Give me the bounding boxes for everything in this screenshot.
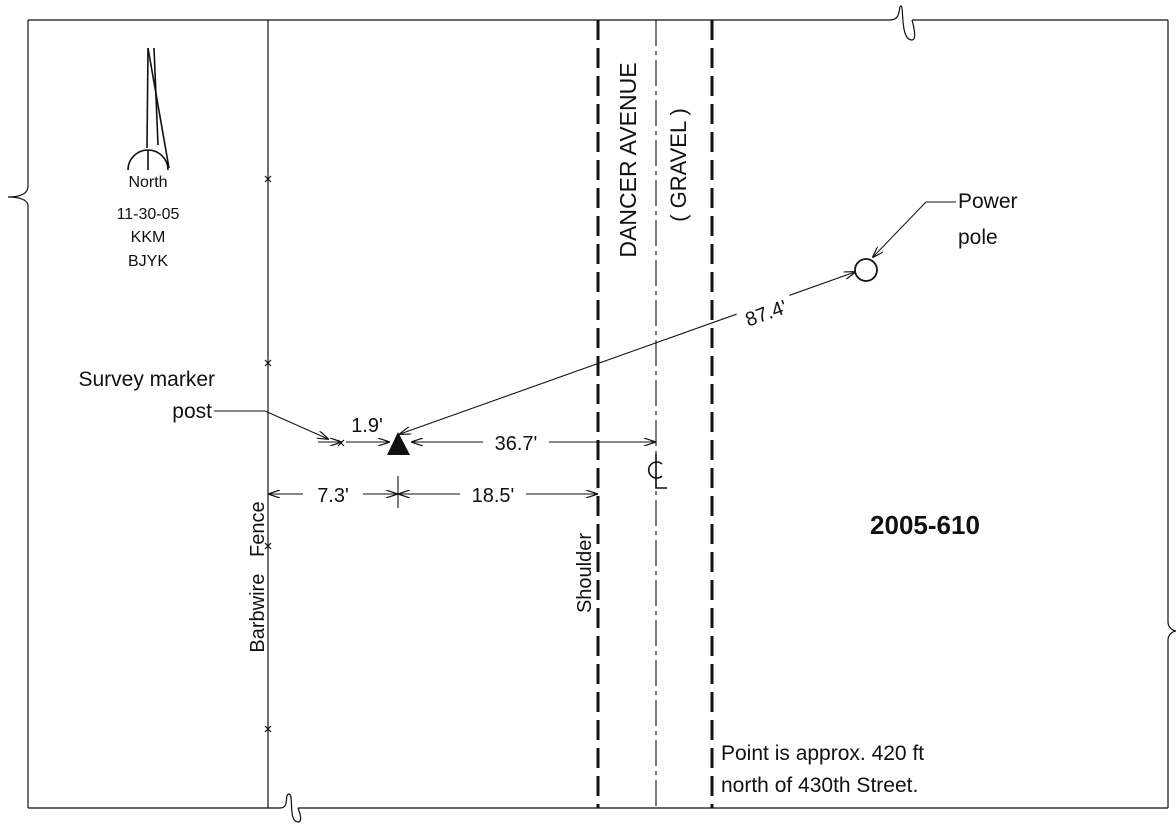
location-note: Point is approx. 420 ft north of 430th S… [721, 742, 924, 797]
power-pole-label-line1: Power [958, 190, 1018, 213]
survey-marker: Survey marker post [78, 368, 410, 455]
road: DANCER AVENUE ( GRAVEL ) Shoulder [574, 20, 714, 808]
survey-marker-icon [387, 432, 410, 455]
power-pole-label-line2: pole [958, 226, 998, 249]
north-label: North [128, 174, 167, 191]
dimension-36-7: 36.7' [495, 433, 538, 455]
sheet-border [27, 19, 1169, 809]
location-note-line2: north of 430th Street. [721, 774, 918, 797]
dimension-7-3: 7.3' [317, 485, 349, 507]
dimension-to-centerline: 36.7' [412, 430, 655, 455]
survey-marker-label-line1: Survey marker [78, 368, 215, 391]
centerline-symbol-icon [647, 454, 667, 489]
dimension-marker-offset: 1.9' [318, 415, 389, 442]
dimension-to-power-pole: 87.4' [400, 272, 855, 434]
marker-post-x-icon [337, 439, 345, 447]
north-arrow: North 11-30-05 KKM BJYK [117, 47, 180, 270]
shoulder-label: Shoulder [574, 533, 596, 613]
survey-marker-label-line2: post [172, 400, 212, 423]
dimension-1-9: 1.9' [351, 415, 383, 437]
power-pole-icon [854, 258, 878, 282]
north-arrow-icon [127, 47, 170, 171]
break-marks [7, 5, 1176, 823]
dimension-18-5: 18.5' [472, 485, 515, 507]
survey-date: 11-30-05 [117, 206, 180, 223]
location-note-line1: Point is approx. 420 ft [721, 742, 924, 765]
road-surface: ( GRAVEL ) [666, 108, 691, 222]
dimension-to-fence-and-shoulder: 7.3' 18.5' [269, 476, 597, 508]
surveyor-initials: KKM [131, 229, 166, 246]
road-name: DANCER AVENUE [615, 62, 641, 257]
fence-label: Barbwire Fence [247, 501, 269, 652]
checker-initials: BJYK [128, 253, 168, 270]
point-id: 2005-610 [870, 510, 980, 540]
power-pole: Power pole [854, 190, 1018, 282]
barbwire-fence: Barbwire Fence [247, 20, 272, 808]
fence-x-marks [264, 175, 272, 733]
